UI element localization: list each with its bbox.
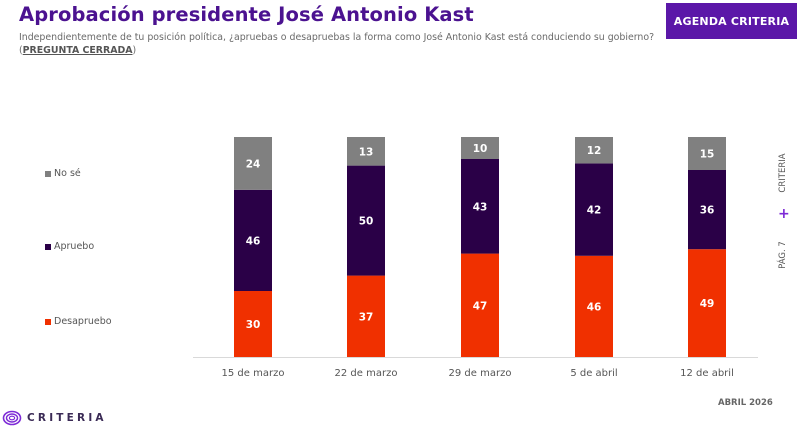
agenda-criteria-button[interactable]: AGENDA CRITERIA [666,3,797,39]
legend-item-no-se: No sé [45,168,81,179]
bar-segment-apruebo [461,159,499,254]
data-label: 49 [700,298,715,310]
bar-segment-desapruebo [234,291,272,357]
bar-segment-no-se [688,137,726,170]
bar-segment-apruebo [575,163,613,256]
page-title: Aprobación presidente José Antonio Kast [19,3,474,26]
data-label: 46 [587,301,602,313]
bar-segment-no-se [347,137,385,166]
subtitle-close: ) [132,44,137,56]
bar-segment-apruebo [347,165,385,276]
bar-segment-apruebo [688,170,726,250]
criteria-logo: CRITERIA [2,410,107,426]
data-label: 50 [359,216,374,228]
bar-segment-no-se [575,137,613,164]
legend-item-desapruebo: Desapruebo [45,316,112,327]
bar-segment-no-se [234,137,272,190]
legend-item-apruebo: Apruebo [45,241,94,252]
side-page-marker: CRITERIA + PÁG. 7 [768,150,798,270]
data-label: 47 [473,300,488,312]
report-date: ABRIL 2026 [718,398,773,408]
data-label: 30 [246,319,261,331]
data-label: 43 [473,201,488,213]
side-brand: CRITERIA [778,153,788,193]
question-type-tag: PREGUNTA CERRADA [22,44,133,56]
data-label: 46 [246,235,261,247]
bar-segment-apruebo [234,189,272,291]
data-label: 24 [246,158,261,170]
x-tick-label: 5 de abril [570,368,617,379]
data-label: 10 [473,143,488,155]
bar-segment-desapruebo [575,255,613,357]
plus-icon: + [778,206,790,222]
bar-segment-desapruebo [347,275,385,357]
bar-segment-desapruebo [461,253,499,357]
legend-swatch-icon [45,318,51,325]
data-label: 42 [587,205,602,217]
legend-label: No sé [54,168,81,179]
legend-label: Apruebo [54,241,95,252]
legend-swatch-icon [45,170,51,177]
x-tick-label: 29 de marzo [449,368,512,379]
data-label: 12 [587,145,602,157]
bar-segment-desapruebo [688,249,726,357]
page-number: PÁG. 7 [778,241,788,269]
data-label: 15 [700,149,715,161]
criteria-logo-icon [2,410,22,426]
subtitle-text: Independientemente de tu posición políti… [19,32,655,56]
x-tick-label: 12 de abril [680,368,734,379]
logo-text: CRITERIA [27,412,107,424]
x-tick-label: 15 de marzo [222,368,285,379]
question-subtitle: Independientemente de tu posición políti… [19,32,659,57]
data-label: 37 [359,311,374,323]
bar-segment-no-se [461,137,499,159]
x-tick-label: 22 de marzo [335,368,398,379]
data-label: 36 [700,205,715,217]
legend-swatch-icon [45,243,51,250]
legend-label: Desapruebo [54,316,112,327]
data-label: 13 [359,146,374,158]
